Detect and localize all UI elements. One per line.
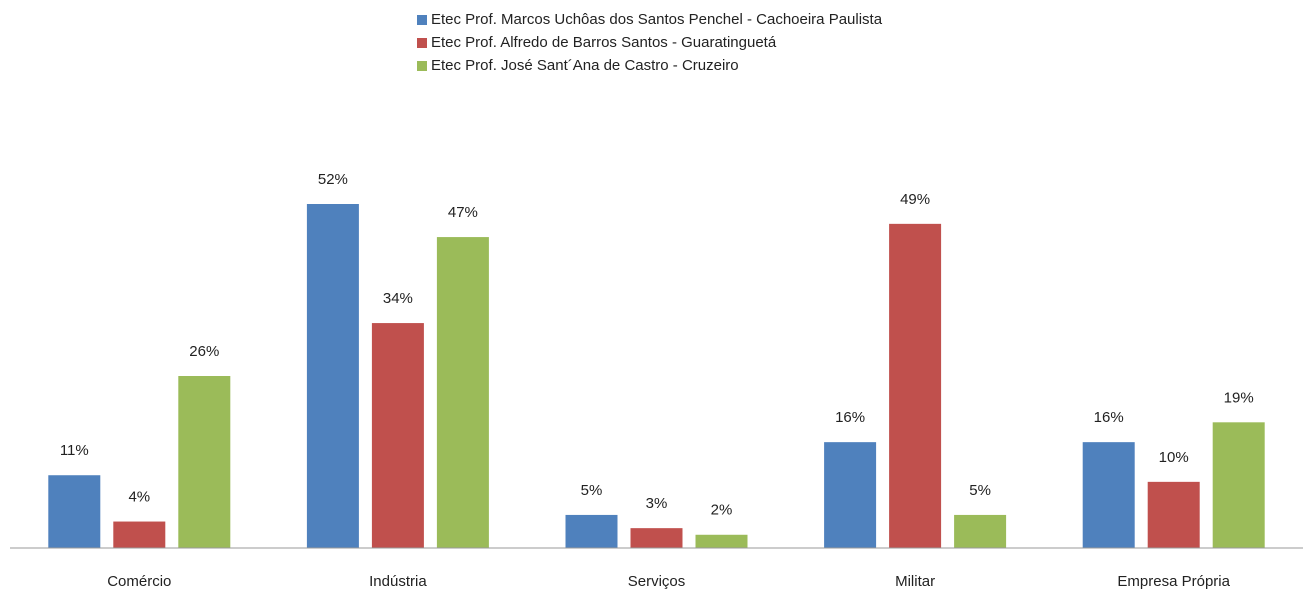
x-tick-label: Militar	[895, 573, 935, 590]
bar	[824, 442, 877, 548]
legend-swatch	[417, 38, 427, 48]
value-label: 3%	[646, 495, 668, 512]
legend-label: Etec Prof. Marcos Uchôas dos Santos Penc…	[431, 11, 883, 28]
legend-label: Etec Prof. Alfredo de Barros Santos - Gu…	[431, 34, 777, 51]
bar	[565, 514, 618, 548]
value-label: 34%	[383, 290, 413, 307]
value-label: 49%	[900, 191, 930, 208]
value-label: 19%	[1224, 389, 1254, 406]
x-tick-label: Empresa Própria	[1117, 573, 1230, 590]
bar	[113, 521, 166, 548]
bar	[695, 534, 748, 548]
value-label: 16%	[835, 409, 865, 426]
bar	[178, 376, 231, 548]
value-label: 16%	[1094, 409, 1124, 426]
value-label: 26%	[189, 343, 219, 360]
x-tick-label: Indústria	[369, 573, 427, 590]
x-tick-label: Serviços	[628, 573, 686, 590]
bar	[1082, 442, 1135, 548]
value-label: 11%	[60, 442, 89, 459]
value-label: 2%	[711, 502, 733, 519]
bar	[1147, 481, 1200, 548]
value-label: 5%	[581, 482, 603, 499]
legend-swatch	[417, 15, 427, 25]
bar	[306, 204, 359, 548]
legend-swatch	[417, 61, 427, 71]
value-label: 47%	[448, 204, 478, 221]
bar	[436, 237, 489, 549]
legend-label: Etec Prof. José Sant´Ana de Castro - Cru…	[431, 57, 739, 74]
bar	[48, 475, 101, 548]
bar	[889, 223, 942, 548]
value-label: 5%	[969, 482, 991, 499]
bar	[630, 528, 683, 548]
value-label: 10%	[1159, 449, 1189, 466]
bar	[1212, 422, 1265, 548]
value-label: 52%	[318, 171, 348, 188]
bar	[371, 323, 424, 548]
x-tick-label: Comércio	[107, 573, 171, 590]
value-label: 4%	[128, 489, 150, 506]
bar	[954, 514, 1007, 548]
